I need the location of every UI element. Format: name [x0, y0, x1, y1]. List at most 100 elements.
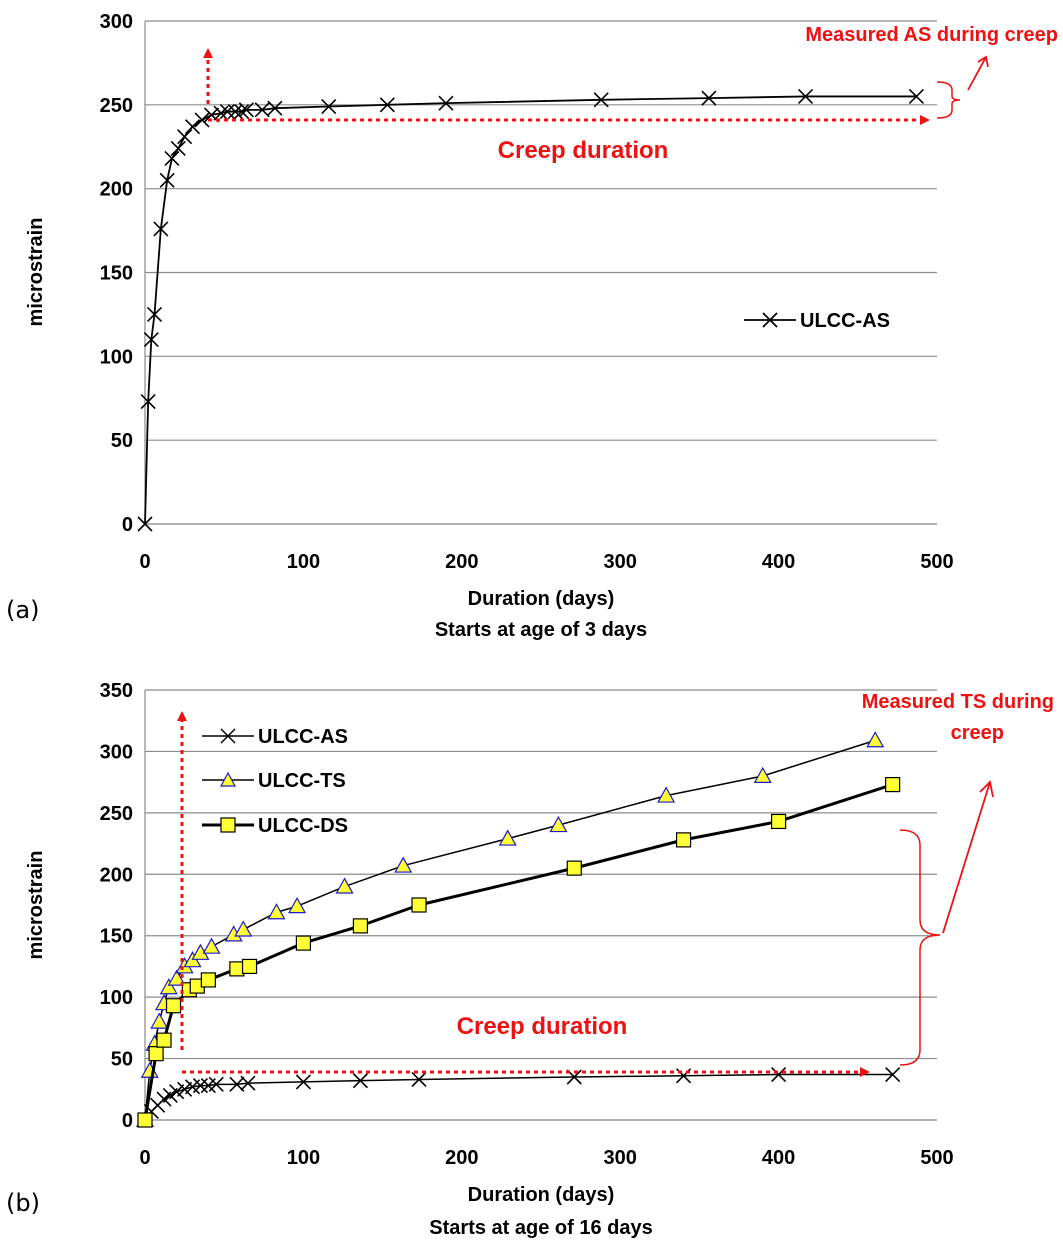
- chart-b-measured-label-line2: creep: [951, 722, 1004, 744]
- data-point-ulcc-ds: [137, 1112, 153, 1128]
- chart-a-brace-arrow: [967, 56, 987, 91]
- series-line-ulcc-as: [144, 1073, 893, 1121]
- y-tick-label: 100: [100, 987, 133, 1009]
- data-point-ulcc-ts: [657, 786, 676, 803]
- data-point-ulcc-ds: [885, 776, 901, 793]
- data-point-ulcc-ds: [241, 958, 258, 975]
- data-point-ulcc-as: [159, 172, 175, 188]
- data-point-ulcc-ts: [498, 829, 517, 846]
- chart-b-series: [135, 731, 901, 1128]
- data-point-ulcc-as: [379, 97, 395, 113]
- data-point-ulcc-as: [593, 92, 609, 108]
- x-tick-label: 0: [139, 551, 150, 573]
- chart-b-annotations: Creep duration Measured TS during creep: [177, 691, 1054, 1077]
- data-point-ulcc-ds: [165, 998, 182, 1014]
- data-point-ulcc-as: [143, 332, 159, 348]
- data-point-ulcc-as: [797, 88, 814, 105]
- series-line-ulcc-ts: [144, 739, 876, 1121]
- data-point-ulcc-as: [321, 98, 337, 115]
- data-point-ulcc-ds: [675, 832, 692, 848]
- y-tick-label: 200: [100, 864, 133, 886]
- data-point-ulcc-ts: [234, 920, 253, 937]
- chart-b-measured-label-line1: Measured TS during: [862, 691, 1054, 713]
- x-tick-label: 200: [445, 1147, 478, 1169]
- data-point-ulcc-as: [192, 1078, 209, 1094]
- data-point-ulcc-as: [177, 129, 193, 145]
- y-tick-label: 350: [100, 680, 133, 702]
- data-point-ulcc-ts: [150, 1012, 169, 1029]
- data-point-ulcc-as: [701, 90, 717, 106]
- y-tick-label: 250: [100, 95, 133, 117]
- chart-b-axes: [144, 690, 937, 1121]
- data-point-ulcc-as: [153, 221, 169, 237]
- chart-b-legend-label-ulcc-ts: ULCC-TS: [258, 770, 346, 792]
- y-tick-label: 100: [100, 346, 133, 368]
- data-point-ulcc-ts: [159, 978, 178, 995]
- chart-a-y-tick-labels: 0 50 100 150 200 250 300: [100, 11, 133, 536]
- chart-b-brace-arrow: [942, 781, 991, 934]
- data-point-ulcc-ds: [200, 972, 216, 988]
- x-tick-label: 500: [920, 551, 953, 573]
- chart-b: 0 50 100 150 200 250 300 350 0 100 200 300 400 500 m…: [6, 680, 1054, 1239]
- chart-b-legend-square-marker: [220, 817, 236, 833]
- chart-a-x-tick-labels: 0 100 200 300 400 500: [139, 551, 953, 573]
- chart-b-x-tick-labels: 0 100 200 300 400 500: [139, 1147, 953, 1169]
- chart-b-legend-label-ulcc-as: ULCC-AS: [258, 726, 348, 748]
- y-tick-label: 250: [100, 803, 133, 825]
- y-tick-label: 300: [100, 741, 133, 763]
- data-point-ulcc-as: [352, 1073, 368, 1089]
- chart-a-x-axis-label: Duration (days): [468, 588, 615, 610]
- chart-b-creep-duration-label: Creep duration: [457, 1013, 628, 1040]
- y-tick-label: 150: [100, 926, 133, 948]
- chart-a-panel-label: (a): [6, 596, 39, 624]
- data-point-ulcc-as: [140, 394, 156, 410]
- x-tick-label: 300: [604, 1147, 637, 1169]
- chart-b-legend-item-ulcc-ds: ULCC-DS: [202, 815, 348, 837]
- data-point-ulcc-as: [240, 1075, 256, 1091]
- chart-b-legend: ULCC-AS ULCC-TS ULCC-DS: [202, 726, 348, 837]
- data-point-ulcc-as: [194, 112, 210, 128]
- chart-b-legend-triangle-marker: [219, 771, 237, 787]
- x-tick-label: 0: [139, 1147, 150, 1169]
- data-point-ulcc-as: [219, 103, 235, 120]
- y-tick-label: 200: [100, 179, 133, 201]
- chart-b-panel-label: (b): [6, 1189, 40, 1217]
- data-point-ulcc-ds: [770, 813, 787, 830]
- data-point-ulcc-as: [146, 306, 163, 322]
- chart-b-x-axis-label: Duration (days): [468, 1184, 615, 1206]
- y-tick-label: 0: [122, 514, 133, 536]
- data-point-ulcc-ts: [267, 903, 286, 920]
- chart-a-x-axis-sublabel: Starts at age of 3 days: [435, 619, 647, 641]
- y-tick-label: 50: [111, 1049, 133, 1071]
- data-point-ulcc-as: [295, 1074, 311, 1090]
- data-point-ulcc-as: [137, 516, 153, 532]
- chart-a-creep-duration-label: Creep duration: [498, 137, 669, 164]
- y-tick-label: 150: [100, 263, 133, 285]
- data-point-ulcc-as: [254, 102, 270, 118]
- series-line-ulcc-as: [144, 95, 917, 525]
- chart-a-legend-x-marker: [762, 312, 778, 328]
- x-tick-label: 100: [287, 1147, 320, 1169]
- data-point-ulcc-ds: [566, 860, 582, 876]
- data-point-ulcc-ts: [549, 815, 568, 833]
- data-point-ulcc-as: [885, 1066, 901, 1083]
- chart-a-y-axis-label: microstrain: [25, 218, 47, 327]
- chart-b-brace: [899, 829, 941, 1066]
- data-point-ulcc-as: [213, 105, 229, 121]
- chart-a-legend-label-ulcc-as: ULCC-AS: [800, 310, 890, 332]
- data-point-ulcc-as: [238, 102, 254, 118]
- chart-a-series: [137, 88, 924, 532]
- x-tick-label: 300: [604, 551, 637, 573]
- y-tick-label: 50: [111, 430, 133, 452]
- data-point-ulcc-as: [438, 95, 454, 111]
- chart-a-brace-arrowhead: [977, 55, 989, 68]
- data-point-ulcc-as: [164, 150, 180, 167]
- x-tick-label: 400: [762, 551, 795, 573]
- data-point-ulcc-ds: [352, 918, 369, 934]
- y-tick-label: 0: [122, 1110, 133, 1132]
- data-point-ulcc-ds: [156, 1032, 172, 1048]
- x-tick-label: 400: [762, 1147, 795, 1169]
- chart-b-gridlines: [145, 689, 937, 1060]
- chart-a-gridlines: [145, 20, 937, 441]
